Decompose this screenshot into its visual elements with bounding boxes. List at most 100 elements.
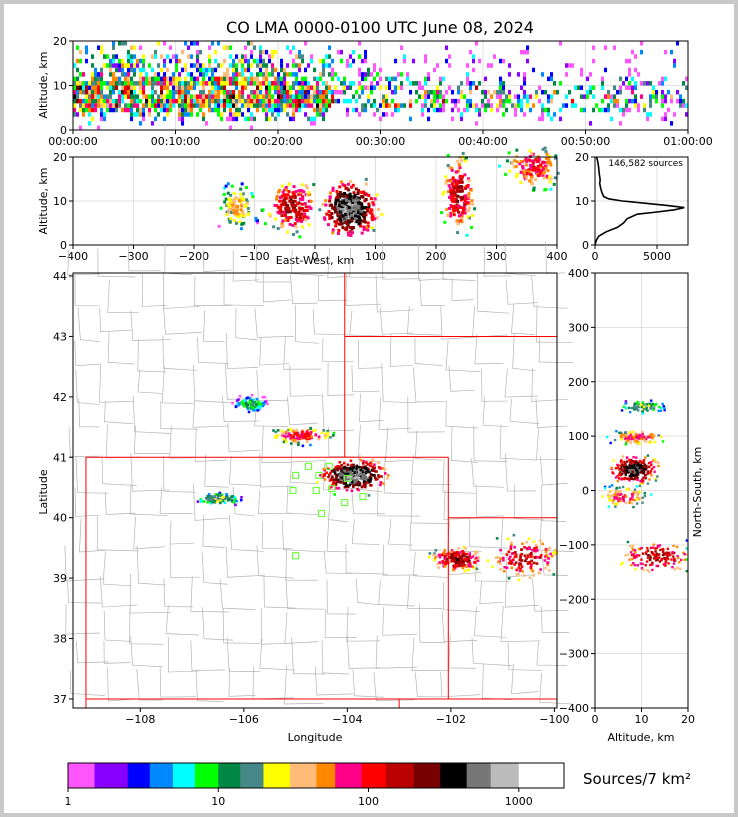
height-ns-cell [608, 485, 611, 488]
time-height-cell [679, 98, 683, 104]
county-border [97, 248, 136, 278]
height-ns-ytick-label: −100 [559, 539, 589, 552]
time-height-cell [118, 81, 122, 86]
time-height-cell [73, 103, 77, 108]
ew-height-cell [459, 213, 463, 217]
plan-view-cell [350, 473, 354, 477]
ew-height-cell [353, 204, 357, 208]
plan-view-cell [350, 475, 353, 479]
time-height-cell [181, 94, 185, 99]
time-height-cell [640, 94, 644, 99]
time-height-cell [73, 85, 77, 90]
histogram-ytick-label: 20 [575, 151, 589, 164]
ew-height-cell [288, 222, 292, 226]
ew-height-cell [505, 159, 509, 163]
ew-height-cell [343, 191, 347, 195]
time-height-cell [265, 63, 269, 68]
time-height-cell [229, 103, 233, 108]
ew-height-cell [345, 186, 349, 190]
plan-view-ytick-label: 39 [53, 572, 67, 585]
time-height-cell [517, 103, 521, 108]
time-height-cell [160, 85, 164, 90]
plan-view-cell [333, 468, 336, 471]
time-height-cell [94, 85, 98, 90]
time-height-cell [550, 76, 554, 82]
time-height-cell [418, 94, 422, 99]
height-ns-cell [622, 433, 626, 436]
county-border [229, 456, 262, 486]
time-height-cell [607, 107, 611, 113]
county-border [261, 520, 293, 550]
ew-height-cell [268, 214, 272, 218]
plan-view-cell [529, 566, 533, 569]
time-height-cell [169, 81, 173, 86]
time-height-cell [394, 89, 398, 95]
plan-view-cell [322, 429, 325, 432]
ew-height-cell [280, 222, 284, 226]
time-height-cell [304, 103, 308, 108]
time-height-cell [277, 89, 281, 95]
time-height-cell [151, 98, 155, 104]
time-height-cell [256, 85, 260, 90]
time-height-cell [241, 94, 245, 99]
time-height-cell [199, 63, 203, 68]
time-height-cell [475, 85, 479, 90]
plan-view-cell [334, 482, 338, 485]
plan-view-cell [354, 480, 358, 484]
height-ns-cell [633, 404, 636, 407]
time-height-cell [175, 98, 179, 104]
county-border [256, 369, 288, 402]
plan-view-cell [528, 560, 532, 564]
time-height-cell [187, 107, 191, 113]
plan-view-cell [356, 482, 360, 485]
height-ns-cell [623, 431, 627, 434]
ew-height-cell [446, 190, 450, 194]
ew-height-cell [340, 201, 344, 205]
time-height-cell [565, 72, 569, 77]
time-height-cell [682, 98, 686, 104]
plan-view-cell [336, 468, 339, 472]
time-height-cell [193, 98, 197, 104]
time-height-cell [268, 58, 272, 64]
time-height-cell [256, 98, 260, 104]
ew-height-cell [451, 179, 455, 183]
plan-view-cell [436, 562, 439, 566]
station-marker [312, 486, 320, 495]
plan-view-cell [294, 441, 298, 444]
plan-view-cell [519, 567, 522, 571]
time-height-cell [448, 54, 452, 59]
ew-height-cell [531, 159, 535, 163]
ew-height-cell [359, 212, 363, 216]
time-height-cell [631, 76, 635, 82]
time-height-cell [310, 85, 314, 90]
time-height-cell [136, 94, 140, 99]
county-border [410, 487, 448, 524]
height-ns-cell [652, 433, 656, 437]
plan-view-cell [475, 551, 479, 554]
height-ns-cell [619, 499, 622, 503]
plan-view-cell [465, 552, 468, 556]
ew-height-cell [467, 179, 471, 183]
time-height-cell [100, 76, 104, 82]
ew-height-cell [459, 174, 463, 178]
ew-height-cell [366, 228, 370, 232]
plan-view-cell [362, 470, 365, 474]
county-border [129, 573, 171, 614]
plan-view-cell [434, 549, 438, 552]
county-border [472, 306, 508, 338]
plan-view-cell [523, 546, 526, 549]
time-height-cell [487, 63, 491, 68]
plan-view-cell [533, 547, 536, 550]
ew-height-cell [283, 213, 287, 217]
time-height-cell [472, 54, 476, 59]
ew-height-cell [303, 202, 307, 206]
height-ns-cell [650, 467, 654, 471]
ew-height-cell [463, 211, 467, 215]
time-height-cell [124, 72, 128, 77]
ew-height-cell [358, 216, 362, 220]
time-height-cell [601, 76, 605, 82]
height-ns-cell [648, 554, 652, 558]
county-border [414, 672, 443, 698]
time-height-cell [151, 89, 155, 95]
time-height-cell [190, 103, 194, 108]
